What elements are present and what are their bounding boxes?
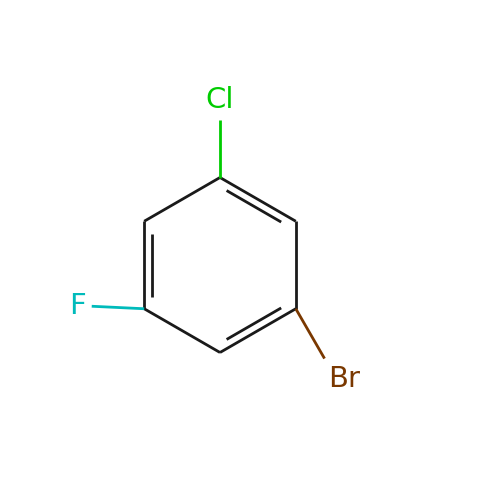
Text: Cl: Cl	[206, 86, 234, 114]
Text: Br: Br	[328, 364, 360, 392]
Text: F: F	[69, 292, 86, 320]
